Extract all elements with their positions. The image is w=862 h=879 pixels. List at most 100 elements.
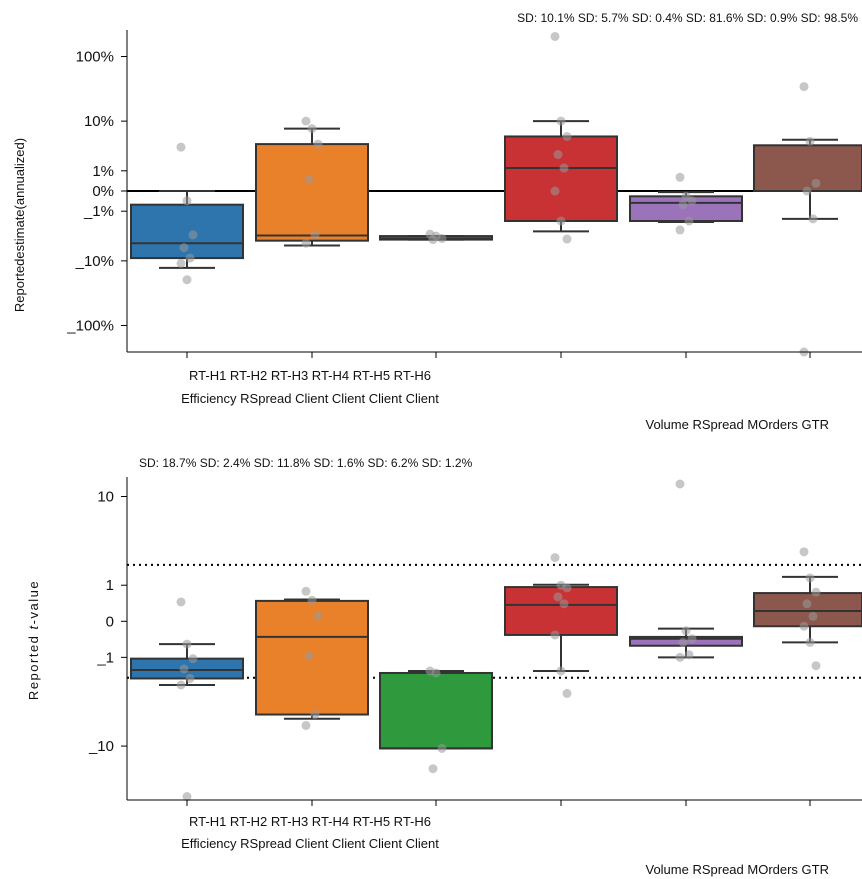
data-point [301, 116, 311, 126]
data-point [675, 479, 685, 489]
y-tick-label: 0 [106, 613, 114, 630]
data-point [304, 651, 314, 661]
panel-2-y-axis-label-part1: Reported [26, 629, 41, 700]
data-point [687, 196, 697, 206]
data-point [559, 599, 569, 609]
data-point [678, 200, 688, 210]
y-tick-label: 0% [92, 183, 114, 200]
data-point [182, 196, 192, 206]
y-tick-label: 100% [76, 49, 114, 66]
data-point [684, 216, 694, 226]
data-point [556, 666, 566, 676]
panel-1-x-tick-labels-line1: RT-H1 RT-H2 RT-H3 RT-H4 RT-H5 RT-H6 [189, 368, 431, 383]
data-point [550, 186, 560, 196]
data-point [437, 743, 447, 753]
y-tick-label: _10% [75, 253, 114, 270]
panel-2-x-ticks [186, 800, 811, 806]
data-point [179, 243, 189, 253]
data-point [678, 637, 688, 647]
data-point [681, 626, 691, 636]
box-group-5 [629, 479, 743, 662]
data-point [301, 586, 311, 596]
panel-1-sd-annotation: SD: 10.1% SD: 5.7% SD: 0.4% SD: 81.6% SD… [517, 11, 858, 25]
panel-2-x-tick-labels-line2: Efficiency RSpread Client Client Client … [181, 836, 439, 851]
data-point [562, 688, 572, 698]
y-tick-label: _10 [88, 738, 114, 755]
data-point [808, 214, 818, 224]
data-point [188, 230, 198, 240]
panel-1-x-ticks [186, 352, 811, 358]
y-tick-label: _1 [96, 649, 114, 666]
data-point [550, 553, 560, 563]
panel-1-x-tick-labels-right: Volume RSpread MOrders GTR [645, 417, 829, 432]
data-point [313, 139, 323, 149]
panel-1-y-axis-label: Reportedestimate(annualized) [12, 138, 27, 312]
data-point [802, 186, 812, 196]
data-point [307, 595, 317, 605]
data-point [176, 258, 186, 268]
data-point [675, 652, 685, 662]
data-point [176, 680, 186, 690]
box-group-2 [255, 586, 369, 730]
panel-2-y-axis-label: Reported t-value [26, 580, 41, 700]
panel-1-y-ticks: 100% 10% 1% 0% _1% _10% _100% [66, 49, 127, 334]
box [753, 592, 862, 628]
data-point [805, 573, 815, 583]
data-point [811, 178, 821, 188]
data-point [550, 630, 560, 640]
data-point [675, 172, 685, 182]
y-tick-label: 10% [84, 113, 114, 130]
data-point [559, 163, 569, 173]
data-point [182, 639, 192, 649]
data-point [179, 664, 189, 674]
data-point [307, 124, 317, 134]
data-point [437, 233, 447, 243]
data-point [556, 116, 566, 126]
box [255, 143, 369, 242]
box-group-2 [255, 116, 369, 248]
data-point [562, 583, 572, 593]
data-point [301, 238, 311, 248]
data-point [805, 637, 815, 647]
data-point [799, 547, 809, 557]
data-point [556, 216, 566, 226]
y-tick-label: 1% [92, 163, 114, 180]
y-tick-label: 1 [106, 577, 114, 594]
data-point [431, 668, 441, 678]
box-group-4 [504, 553, 618, 698]
data-point [182, 275, 192, 285]
data-point [553, 592, 563, 602]
box-group-6 [753, 82, 862, 357]
data-point [182, 792, 192, 802]
data-point [185, 253, 195, 263]
box [753, 144, 862, 192]
data-point [684, 650, 694, 660]
y-tick-label: _100% [66, 317, 114, 334]
data-point [428, 764, 438, 774]
panel-2: SD: 18.7% SD: 2.4% SD: 11.8% SD: 1.6% SD… [26, 456, 862, 877]
box-group-4 [504, 31, 618, 244]
y-tick-label: 10 [97, 488, 114, 505]
data-point [562, 234, 572, 244]
data-point [176, 597, 186, 607]
data-point [562, 131, 572, 141]
panel-1-x-tick-labels-line2: Efficiency RSpread Client Client Client … [181, 391, 439, 406]
data-point [687, 634, 697, 644]
box-group-3 [379, 229, 493, 245]
data-point [185, 673, 195, 683]
panel-2-y-axis-label-part2: t [26, 624, 41, 629]
panel-2-sd-annotation: SD: 18.7% SD: 2.4% SD: 11.8% SD: 1.6% SD… [139, 456, 473, 470]
data-point [301, 720, 311, 730]
data-point [811, 661, 821, 671]
data-point [799, 82, 809, 92]
data-point [428, 235, 438, 245]
data-point [188, 654, 198, 664]
panel-2-plot-area [127, 479, 862, 802]
box-group-1 [130, 142, 244, 285]
box [504, 135, 618, 223]
panel-2-x-tick-labels-right: Volume RSpread MOrders GTR [645, 862, 829, 877]
data-point [799, 621, 809, 631]
data-point [310, 230, 320, 240]
